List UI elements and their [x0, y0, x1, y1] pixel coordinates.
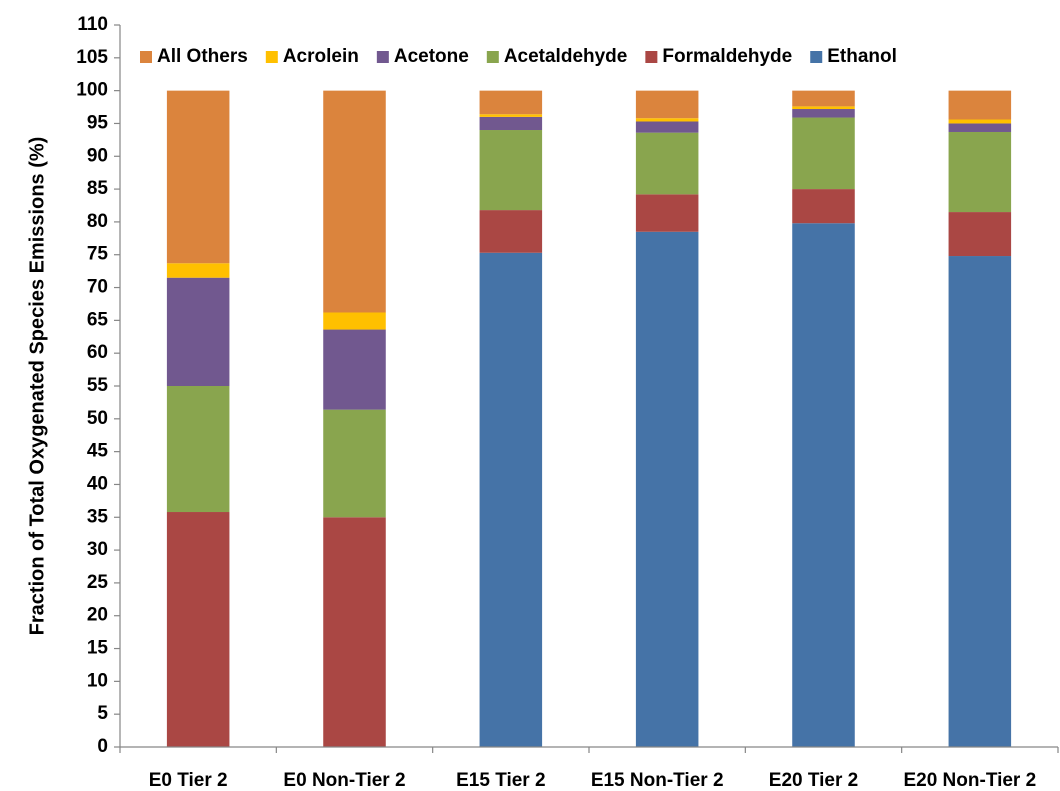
- bar-segment: [792, 117, 855, 190]
- legend-swatch: [265, 51, 278, 63]
- bar-segment: [479, 130, 543, 211]
- legend-label: Ethanol: [827, 46, 897, 67]
- y-tick-label: 70: [87, 277, 108, 298]
- bar-segment: [479, 116, 543, 131]
- y-tick-label: 60: [87, 342, 108, 363]
- legend-swatch: [645, 51, 658, 63]
- y-tick-label: 0: [97, 736, 108, 757]
- bar-segment: [635, 118, 699, 122]
- bar-segment: [635, 132, 699, 195]
- bar-segment: [323, 517, 386, 747]
- bar-segment: [323, 90, 386, 313]
- x-tick-label: E15 Tier 2: [456, 770, 545, 791]
- legend-swatch: [376, 51, 389, 63]
- y-tick-label: 20: [87, 605, 108, 626]
- legend-label: Acetone: [394, 46, 469, 67]
- bar-segment: [792, 106, 855, 110]
- bar-segment: [166, 512, 230, 747]
- bar-segment: [479, 210, 543, 253]
- y-tick-label: 35: [87, 506, 109, 527]
- bar-segment: [166, 263, 230, 278]
- y-tick-label: 85: [87, 178, 109, 199]
- bar-segment: [948, 212, 1012, 257]
- y-tick-label: 15: [87, 638, 109, 659]
- y-tick-label: 65: [87, 309, 109, 330]
- y-tick-label: 25: [87, 572, 109, 593]
- bar-segment: [948, 90, 1012, 120]
- x-tick-label: E20 Non-Tier 2: [903, 770, 1036, 791]
- y-tick-label: 10: [87, 670, 108, 691]
- bar-segment: [792, 90, 855, 107]
- bar-segment: [166, 386, 230, 513]
- y-tick-label: 90: [87, 145, 108, 166]
- y-tick-label: 110: [77, 14, 108, 35]
- bar-segment: [323, 409, 386, 518]
- y-tick-label: 95: [87, 112, 109, 133]
- legend-swatch: [140, 51, 152, 63]
- bar-segment: [166, 277, 230, 386]
- legend-label: Acrolein: [283, 46, 359, 67]
- x-tick-label: E15 Non-Tier 2: [591, 770, 724, 791]
- y-tick-label: 50: [87, 408, 108, 429]
- bar-segment: [635, 90, 699, 119]
- legend-label: All Others: [157, 46, 248, 67]
- bar-segment: [792, 109, 855, 118]
- bar-segment: [948, 131, 1012, 213]
- bar-segment: [166, 90, 230, 264]
- y-axis-label: Fraction of Total Oxygenated Species Emi…: [26, 137, 48, 636]
- y-tick-label: 75: [87, 244, 109, 265]
- bar-segment: [479, 114, 543, 117]
- legend-swatch: [810, 51, 823, 63]
- bar-segment: [323, 329, 386, 410]
- bar-segment: [635, 121, 699, 133]
- y-tick-label: 40: [87, 473, 108, 494]
- y-tick-label: 5: [97, 703, 108, 724]
- bar-segment: [323, 312, 386, 330]
- bar-segment: [948, 256, 1012, 747]
- y-tick-label: 45: [87, 441, 109, 462]
- x-tick-label: E0 Non-Tier 2: [283, 770, 405, 791]
- legend-label: Formaldehyde: [662, 46, 792, 67]
- y-tick-label: 105: [76, 47, 108, 68]
- legend-label: Acetaldehyde: [504, 46, 628, 67]
- y-tick-label: 55: [87, 375, 109, 396]
- x-tick-label: E20 Tier 2: [769, 770, 858, 791]
- legend-swatch: [486, 51, 499, 63]
- bar-segment: [792, 189, 855, 224]
- bar-segment: [479, 90, 543, 115]
- x-tick-label: E0 Tier 2: [149, 770, 228, 791]
- y-tick-label: 100: [76, 80, 108, 101]
- bar-segment: [948, 119, 1012, 124]
- bar-segment: [479, 252, 543, 747]
- y-tick-label: 30: [87, 539, 108, 560]
- bar-segment: [792, 223, 855, 748]
- y-tick-label: 80: [87, 211, 108, 232]
- bar-segment: [948, 123, 1012, 132]
- bar-segment: [635, 194, 699, 232]
- bar-segment: [635, 231, 699, 748]
